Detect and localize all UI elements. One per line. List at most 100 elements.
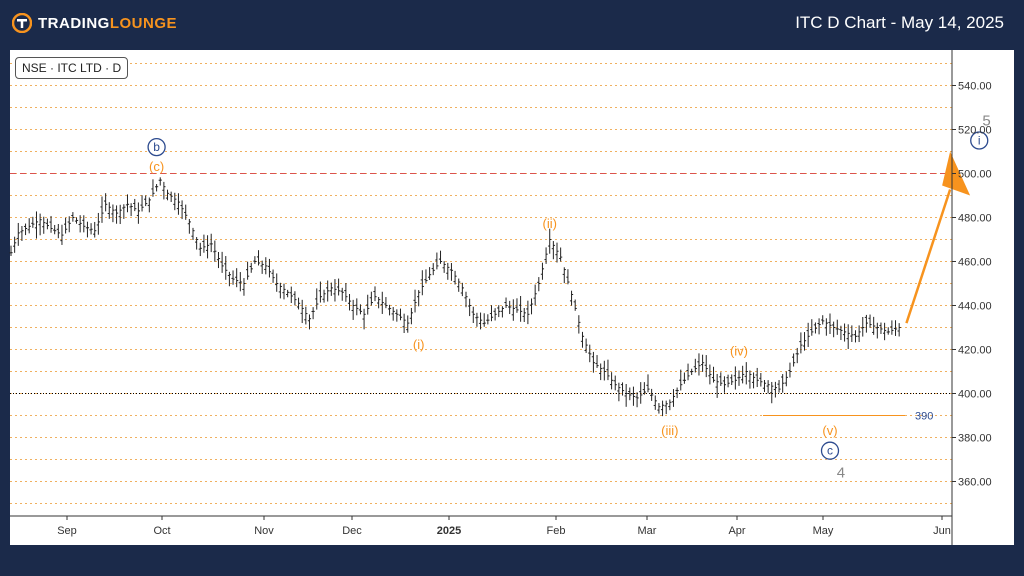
ohlc-bar (64, 217, 68, 234)
ohlc-bar (886, 327, 890, 335)
ohlc-bar (162, 181, 166, 200)
ohlc-bar (872, 316, 876, 335)
ohlc-bar (606, 359, 610, 381)
wave-label: (ii) (543, 216, 557, 231)
ohlc-bar (38, 213, 42, 236)
ohlc-bar (489, 305, 494, 322)
y-tick-label: 400.00 (958, 389, 992, 401)
ohlc-bar (165, 189, 170, 201)
ohlc-bar (242, 278, 246, 296)
ohlc-bar (515, 298, 519, 313)
wave-label: (iii) (661, 423, 678, 438)
ohlc-bar (431, 263, 435, 276)
ohlc-bar (460, 282, 464, 297)
ohlc-bar (897, 323, 901, 337)
forecast-arrow-head (942, 151, 971, 196)
ohlc-bar (449, 263, 454, 281)
ohlc-bar (875, 322, 879, 339)
ohlc-bar (409, 307, 413, 325)
chart-panel[interactable] (10, 50, 1014, 545)
ohlc-bar (719, 372, 723, 386)
ohlc-bar (216, 251, 221, 269)
ohlc-bar (832, 321, 836, 338)
ohlc-bar (726, 374, 730, 388)
ohlc-bar (573, 299, 577, 311)
ohlc-bar (264, 257, 268, 275)
ohlc-bar (195, 237, 199, 250)
ohlc-bar (187, 219, 191, 234)
ohlc-bar (468, 298, 472, 317)
ohlc-bar (100, 196, 104, 223)
ohlc-bar (777, 380, 781, 393)
ohlc-bar (846, 324, 850, 349)
chart-title: ITC D Chart - May 14, 2025 (795, 13, 1004, 32)
ohlc-bar (413, 289, 417, 313)
x-tick-label: 2025 (437, 525, 461, 537)
ohlc-bar (842, 323, 847, 342)
ohlc-bar (340, 287, 344, 301)
ohlc-bar (147, 197, 151, 213)
ohlc-bar (271, 269, 275, 283)
brand-logo[interactable]: TRADINGLOUNGE (12, 13, 177, 33)
ohlc-bar (144, 195, 148, 207)
ohlc-bar (755, 367, 759, 388)
ohlc-bar (158, 177, 162, 186)
x-tick-label: Apr (728, 525, 745, 537)
ohlc-bar (49, 215, 53, 233)
ohlc-bar (835, 319, 839, 335)
ohlc-bar (347, 294, 352, 311)
ohlc-bar (453, 270, 457, 285)
ohlc-bar (438, 250, 443, 264)
ohlc-bar (78, 215, 82, 233)
wave-label-text: c (827, 444, 833, 458)
x-tick-label: Nov (254, 525, 274, 537)
ohlc-bar (861, 317, 865, 337)
ohlc-bar (602, 360, 606, 381)
ohlc-bar (358, 304, 363, 315)
ohlc-bar (133, 198, 137, 212)
ohlc-bar (697, 353, 701, 376)
ohlc-bar (471, 306, 475, 324)
ohlc-bar (256, 250, 261, 266)
ohlc-bar (435, 252, 439, 270)
ohlc-bar (224, 256, 228, 280)
ohlc-bar (20, 225, 24, 241)
ohlc-bar (74, 217, 79, 224)
ohlc-bar (806, 322, 810, 348)
ohlc-bar (762, 379, 767, 392)
ohlc-bar (799, 332, 803, 354)
ohlc-bar (635, 392, 639, 408)
forecast-arrow-shaft (905, 189, 952, 324)
ohlc-bar (657, 403, 661, 414)
ohlc-bar (140, 195, 144, 212)
ohlc-bar (482, 313, 486, 327)
ohlc-bar (111, 204, 115, 223)
ohlc-bar (773, 381, 777, 398)
ohlc-bar (529, 298, 534, 315)
ohlc-bar (850, 325, 854, 343)
ohlc-bar (864, 314, 868, 333)
ohlc-bar (475, 312, 479, 327)
y-tick-label: 440.00 (958, 301, 992, 313)
ohlc-bar (613, 375, 617, 391)
brand-name-first: TRADING (38, 14, 110, 32)
y-tick-label: 420.00 (958, 345, 992, 357)
ohlc-bar (27, 218, 31, 234)
ohlc-bar (417, 290, 421, 307)
ohlc-bar (711, 366, 716, 383)
ohlc-bar (562, 267, 566, 284)
ohlc-bar (304, 306, 308, 325)
ohlc-bar (23, 223, 28, 236)
wave-label-primary: 5 (982, 113, 990, 130)
x-tick-label: May (813, 525, 834, 537)
ohlc-bar (537, 277, 541, 292)
ohlc-bar (653, 395, 657, 410)
ohlc-bar (380, 291, 384, 314)
ohlc-bar (457, 278, 461, 292)
ohlc-bar (282, 283, 286, 300)
ohlc-bar (639, 382, 643, 404)
ohlc-bar (664, 400, 668, 415)
ohlc-bar (289, 286, 293, 304)
wave-label: (v) (822, 423, 837, 438)
